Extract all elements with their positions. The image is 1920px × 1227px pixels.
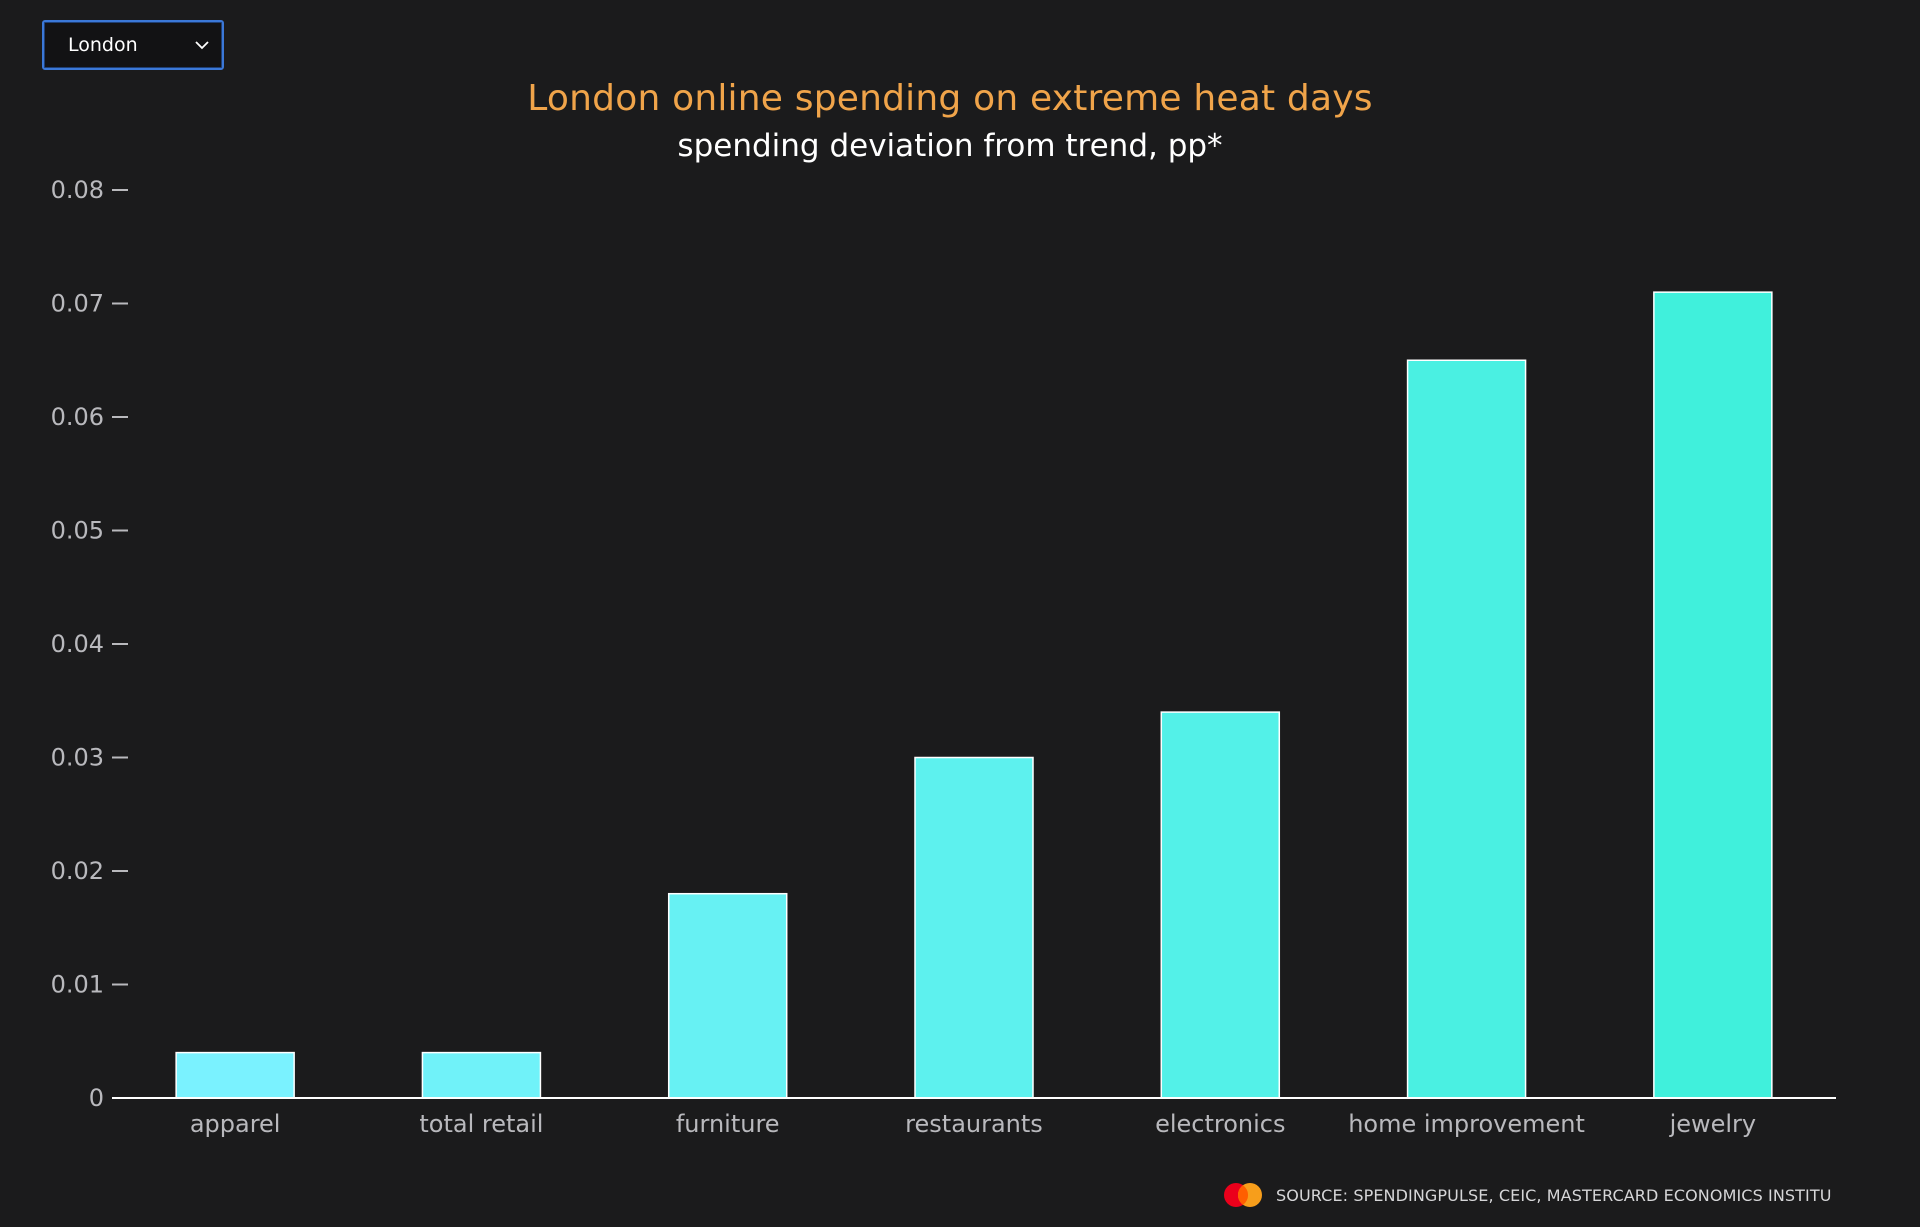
city-select-value: London	[68, 34, 138, 56]
y-tick-label: 0.05	[51, 517, 104, 545]
x-axis-labels: apparel total retail furniture restaurants e…	[190, 1110, 1756, 1138]
chart-subtitle: spending deviation from trend, pp*	[677, 128, 1223, 164]
bar-total-retail[interactable]	[421, 1051, 542, 1099]
x-tick-label: restaurants	[905, 1110, 1043, 1138]
mastercard-logo-icon	[1224, 1183, 1262, 1207]
chevron-down-icon	[195, 41, 209, 50]
x-tick-label: total retail	[419, 1110, 543, 1138]
x-tick-label: jewelry	[1669, 1110, 1757, 1138]
x-tick-label: apparel	[190, 1110, 281, 1138]
bar-restaurants[interactable]	[914, 756, 1034, 1099]
y-tick-label: 0.04	[51, 630, 104, 658]
bar-home-improvement[interactable]	[1406, 359, 1527, 1099]
chart-title: London online spending on extreme heat d…	[527, 78, 1373, 119]
bar-electronics[interactable]	[1160, 711, 1281, 1099]
y-tick-label: 0.01	[51, 971, 104, 999]
y-tick-label: 0.03	[51, 744, 104, 772]
y-tick-label: 0	[89, 1084, 104, 1112]
bar-apparel[interactable]	[175, 1051, 295, 1099]
source-text: SOURCE: SPENDINGPULSE, CEIC, MASTERCARD …	[1276, 1185, 1832, 1205]
x-tick-label: home improvement	[1348, 1110, 1585, 1138]
city-select[interactable]: London	[42, 20, 224, 70]
bar-furniture[interactable]	[667, 892, 788, 1099]
y-tick-label: 0.08	[51, 176, 104, 204]
bar-jewelry[interactable]	[1653, 291, 1773, 1099]
y-axis: 0 0.01 0.02 0.03 0.04 0.05 0.06 0.07 0.08	[51, 176, 128, 1112]
x-tick-label: furniture	[676, 1110, 780, 1138]
y-tick-label: 0.02	[51, 857, 104, 885]
source-footer: SOURCE: SPENDINGPULSE, CEIC, MASTERCARD …	[1222, 1180, 1832, 1210]
y-tick-label: 0.06	[51, 403, 104, 431]
x-tick-label: electronics	[1155, 1110, 1285, 1138]
y-tick-label: 0.07	[51, 290, 104, 318]
bars	[175, 291, 1773, 1099]
